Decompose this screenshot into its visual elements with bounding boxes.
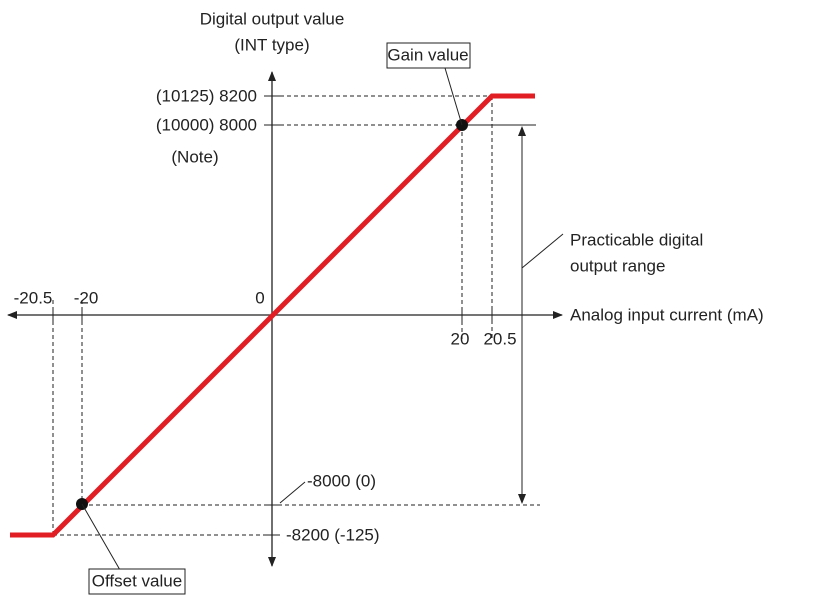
y-tick-label: -8200 (-125) [286,525,380,544]
gain-box [386,42,471,69]
conversion-line [10,93,535,538]
y-tick-label: (10125) 8200 [156,86,257,105]
offset-box [88,568,186,595]
range-leader [521,233,564,269]
origin-label: 0 [255,288,264,307]
note: (Note) [171,147,218,166]
x-tick-label: -20.5 [14,288,53,307]
y-axis-label: (INT type) [234,35,309,54]
x-tick-label: 20 [451,329,470,348]
note-leader [279,481,306,504]
range-label: output range [570,256,665,275]
y-axis-label: Digital output value [200,9,345,28]
offset-leader [81,503,121,571]
x-axis-label: Analog input current (mA) [570,305,764,324]
range-label: Practicable digital [570,230,703,249]
gain-label: Gain value [387,45,468,64]
y-tick-label: (10000) 8000 [156,115,257,134]
x-tick-label: 20.5 [483,329,516,348]
x-tick-label: -20 [74,288,99,307]
y-tick-label: -8000 (0) [307,471,376,490]
offset-label: Offset value [92,571,182,590]
guide-lines [52,95,540,536]
gain-leader [444,67,463,126]
